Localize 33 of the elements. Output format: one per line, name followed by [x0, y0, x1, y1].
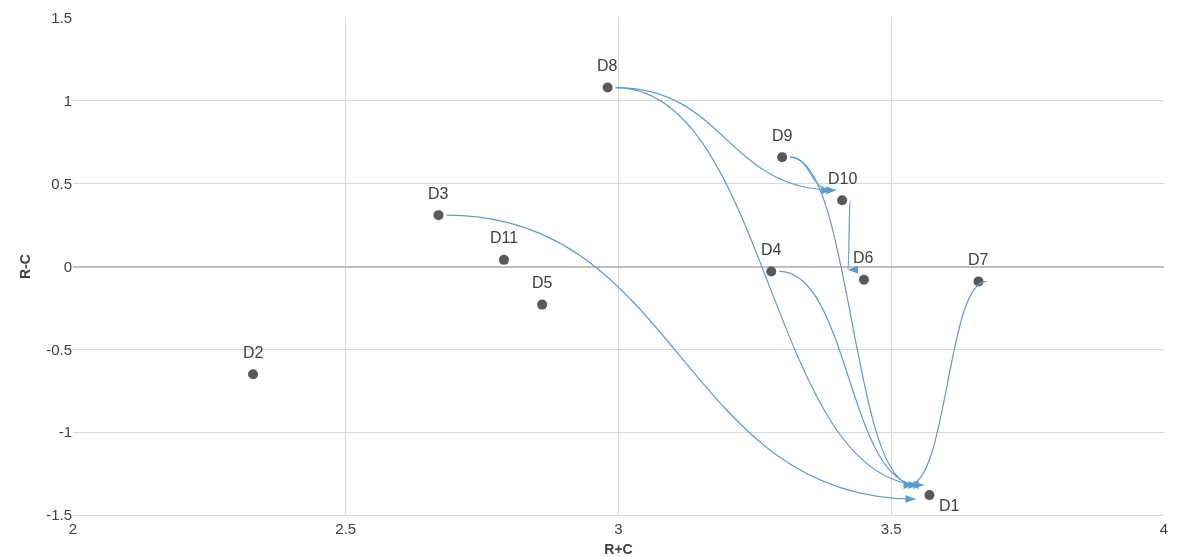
- point: [766, 266, 777, 277]
- y-tick-label: 1: [63, 92, 72, 110]
- y-tick-label: 0.5: [51, 174, 72, 192]
- point: [858, 274, 869, 285]
- annotation: D9: [772, 127, 793, 144]
- annotation: D8: [597, 57, 618, 74]
- point: [837, 195, 848, 206]
- y-tick-label: 1.5: [51, 9, 72, 27]
- x-axis-title: R+C: [604, 541, 633, 557]
- annotation: D7: [968, 251, 989, 268]
- point: [248, 369, 259, 380]
- x-tick-label: 4: [1159, 520, 1169, 537]
- y-axis-title: R-C: [16, 254, 33, 279]
- annotation: D4: [761, 241, 782, 258]
- x-tick-label: 3: [614, 520, 623, 537]
- annotation: D3: [428, 185, 449, 202]
- point: [433, 210, 444, 221]
- point: [777, 152, 788, 163]
- y-tick-label: -1: [58, 423, 72, 441]
- annotation: D2: [243, 344, 264, 361]
- annotation: D10: [828, 170, 858, 187]
- annotation: D1: [939, 497, 960, 514]
- x-tick-label: 2.5: [335, 520, 357, 537]
- point: [924, 490, 935, 501]
- y-tick-label: 0: [63, 257, 72, 275]
- point: [602, 82, 613, 93]
- y-tick-label: -0.5: [46, 340, 72, 358]
- annotation: D5: [532, 274, 553, 291]
- point: [498, 254, 509, 265]
- annotation: D6: [853, 249, 874, 266]
- x-tick-label: 3.5: [880, 520, 902, 537]
- point: [537, 299, 548, 310]
- annotation: D11: [490, 229, 519, 246]
